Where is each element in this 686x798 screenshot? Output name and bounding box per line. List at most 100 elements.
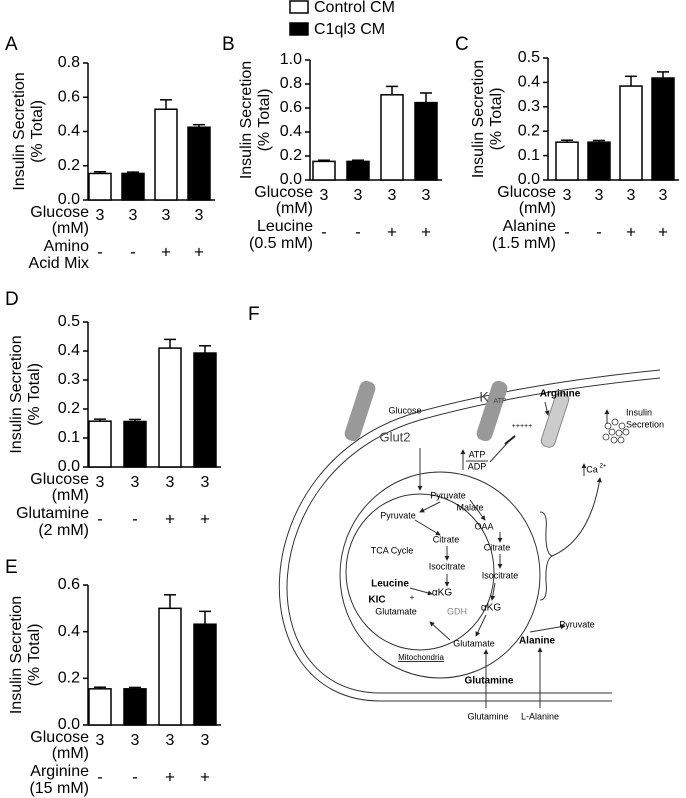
arrow (429, 621, 451, 641)
bar (187, 126, 211, 201)
panel-label: A (5, 34, 18, 55)
diagram-label: Ca (586, 464, 598, 474)
diagram-label: OAA (474, 521, 493, 531)
calcium-channel (540, 392, 570, 448)
row-label: (mM) (52, 487, 89, 504)
arrow (475, 614, 487, 637)
pathway-diagram: Glucose Glut2 K ATP Arginine +++++ Insulin Secr… (278, 369, 664, 721)
row-label: (mM) (519, 200, 556, 217)
bar (193, 623, 217, 726)
y-tick-label: 0.0 (58, 191, 80, 208)
y-axis-label: Insulin Secretion (470, 60, 487, 178)
row-label: (1.5 mM) (492, 235, 556, 252)
treatment-label: - (564, 222, 570, 241)
diagram-label: Citrate (433, 534, 460, 544)
treatment-label: + (161, 242, 171, 261)
legend-swatch (289, 22, 309, 36)
diagram-label: Insulin (626, 407, 652, 417)
row-label: Leucine (257, 218, 313, 235)
diagram-label: αKG (432, 588, 452, 599)
bar (193, 352, 217, 468)
glucose-label: 3 (96, 474, 105, 491)
y-tick-label: 0.0 (58, 716, 80, 733)
y-tick-label: 0.4 (58, 623, 80, 640)
row-label: (2 mM) (38, 522, 89, 539)
glucose-label: 3 (201, 732, 210, 749)
row-label: (mM) (276, 200, 313, 217)
y-tick-label: 0.0 (58, 458, 80, 475)
brace (539, 511, 554, 601)
treatment-label: + (200, 509, 210, 528)
glucose-label: 3 (162, 207, 171, 224)
y-tick-label: 0.5 (518, 49, 540, 66)
glucose-label: 3 (320, 187, 329, 204)
y-tick-label: 0.2 (58, 157, 80, 174)
diagram-label: Arginine (540, 389, 581, 400)
y-tick-label: 0.3 (518, 98, 540, 115)
y-tick-label: 0.8 (280, 75, 302, 92)
membrane (278, 369, 661, 702)
diagram-label: Pyruvate (430, 490, 466, 500)
row-label: (0.5 mM) (249, 235, 313, 252)
diagram-label: Glut2 (379, 429, 410, 444)
y-tick-label: 0.4 (518, 74, 540, 91)
diagram-label: Pyruvate (559, 619, 595, 629)
y-tick-label: 0.2 (280, 147, 302, 164)
bar (555, 141, 579, 181)
glucose-label: 3 (96, 732, 105, 749)
katp-channel (476, 380, 508, 442)
diagram-label: αKG (481, 603, 501, 614)
y-tick-label: 0.1 (518, 147, 540, 164)
treatment-label: - (97, 767, 103, 786)
treatment-label: - (596, 222, 602, 241)
bar (88, 688, 112, 726)
row-label: Glucose (30, 729, 89, 746)
y-tick-label: 0.2 (58, 670, 80, 687)
glucose-label: 3 (131, 474, 140, 491)
y-axis-label: (% Total) (29, 100, 46, 163)
treatment-label: + (421, 222, 431, 241)
diagram-label: ATP (469, 449, 486, 459)
treatment-label: - (132, 767, 138, 786)
diagram-label: Mitochondria (398, 653, 444, 662)
arrow (419, 501, 441, 513)
diagram-label: Glutamine (465, 676, 514, 687)
y-tick-label: 0.6 (280, 99, 302, 116)
glucose-label: 3 (354, 187, 363, 204)
row-label: Alanine (503, 218, 556, 235)
treatment-label: + (658, 222, 668, 241)
bar (619, 85, 643, 181)
legend-label: Control CM (314, 0, 395, 16)
glucose-label: 3 (131, 732, 140, 749)
row-label: (mM) (52, 745, 89, 762)
vesicles (602, 418, 630, 444)
row-label: Arginine (30, 763, 89, 780)
bar (587, 141, 611, 181)
mitochondrion (339, 471, 541, 679)
bar (123, 420, 147, 468)
diagram-label: ADP (468, 461, 487, 471)
treatment-label: - (97, 509, 103, 528)
arrow (409, 587, 433, 596)
glucose-label: 3 (388, 187, 397, 204)
diagram-label: Secretion (626, 419, 664, 429)
row-label: Amino (44, 238, 89, 255)
diagram-label: + (410, 593, 415, 602)
treatment-label: + (165, 509, 175, 528)
treatment-label: - (130, 242, 136, 261)
arrow (414, 519, 441, 536)
y-axis-label: (% Total) (256, 89, 273, 152)
diagram-label: Glucose (388, 405, 421, 415)
treatment-label: - (132, 509, 138, 528)
bar (380, 94, 404, 181)
arrow (544, 401, 550, 416)
diagram-label: Glutamine (467, 711, 508, 721)
y-tick-label: 1.0 (280, 51, 302, 68)
y-tick-label: 0.4 (58, 342, 80, 359)
y-tick-label: 0.4 (58, 123, 80, 140)
y-tick-label: 0.6 (58, 576, 80, 593)
panel-label: C (455, 34, 469, 55)
glucose-label: 3 (96, 207, 105, 224)
glucose-label: 3 (166, 732, 175, 749)
